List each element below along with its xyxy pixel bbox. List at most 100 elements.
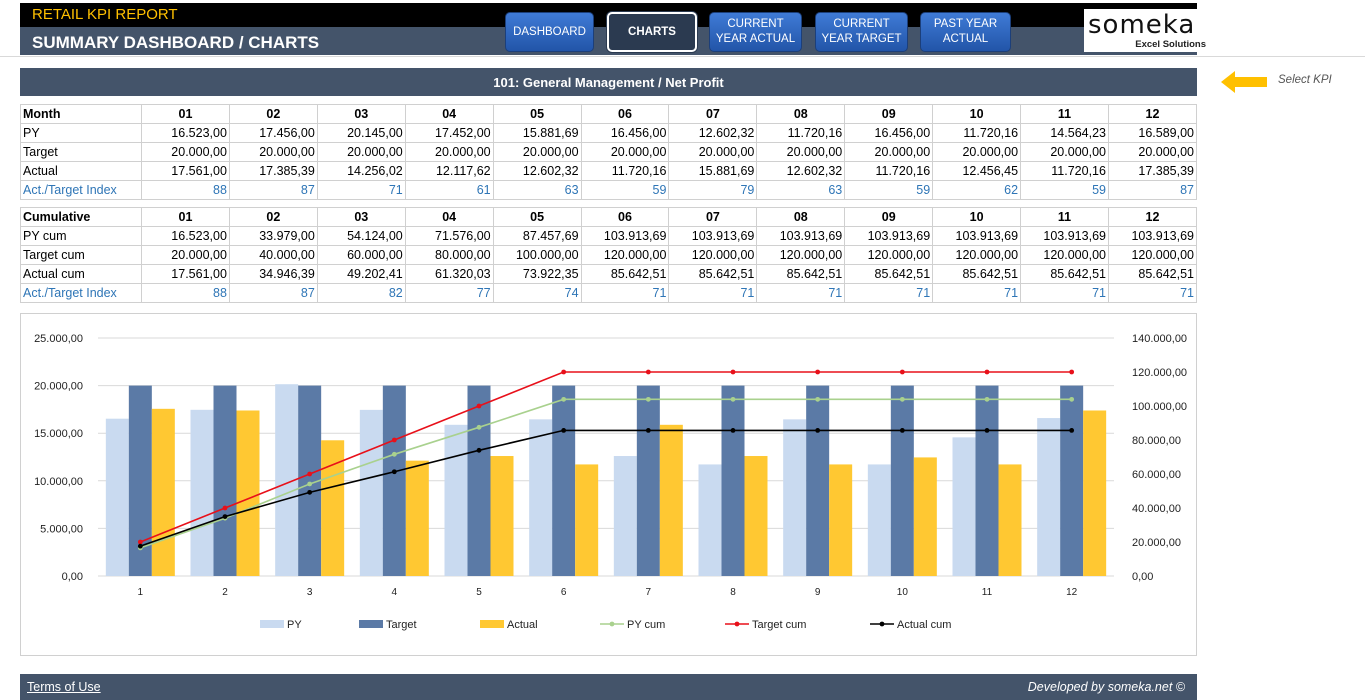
point-target-cum — [899, 369, 905, 375]
value-cell: 59 — [1020, 180, 1109, 200]
month-header-cell: 04 — [404, 207, 494, 227]
value-cell: 120.000,00 — [756, 245, 846, 265]
month-header-cell: 07 — [668, 207, 758, 227]
bar-actual — [321, 440, 345, 576]
value-cell: 79 — [668, 180, 758, 200]
value-cell: 80.000,00 — [404, 245, 494, 265]
legend-swatch — [480, 620, 504, 628]
value-cell: 87 — [1107, 180, 1198, 200]
month-header-cell: 04 — [404, 104, 494, 124]
someka-logo[interactable]: someka Excel Solutions — [1084, 9, 1210, 52]
bar-py — [275, 384, 299, 576]
value-cell: 15.881,69 — [492, 123, 582, 143]
value-cell: 71 — [844, 283, 934, 303]
point-target-cum — [561, 369, 567, 375]
footer-bar: Terms of Use Developed by someka.net © — [20, 674, 1197, 700]
point-target-cum — [984, 369, 990, 375]
value-cell: 17.385,39 — [228, 161, 318, 181]
terms-of-use-link[interactable]: Terms of Use — [27, 680, 101, 694]
value-cell: 16.456,00 — [844, 123, 934, 143]
table-header-label: Cumulative — [20, 207, 142, 227]
nav-current-year-actual-button[interactable]: CURRENT YEAR ACTUAL — [709, 12, 802, 52]
y-left-tick-label: 10.000,00 — [34, 476, 83, 488]
value-cell: 71 — [1107, 283, 1198, 303]
point-py-cum — [307, 481, 313, 487]
value-cell: 103.913,69 — [668, 226, 758, 246]
value-cell: 88 — [141, 283, 230, 303]
legend-label: PY — [287, 619, 302, 631]
value-cell: 20.000,00 — [1020, 142, 1109, 162]
value-cell: 11.720,16 — [844, 161, 934, 181]
bar-actual — [913, 457, 937, 576]
bar-target — [806, 385, 830, 576]
value-cell: 11.720,16 — [1020, 161, 1109, 181]
y-right-tick-label: 20.000,00 — [1132, 537, 1181, 549]
page-title: SUMMARY DASHBOARD / CHARTS — [32, 33, 320, 52]
value-cell: 16.456,00 — [580, 123, 670, 143]
month-header-cell: 05 — [492, 104, 582, 124]
bar-target — [1060, 385, 1084, 576]
bar-actual — [490, 456, 514, 576]
value-cell: 12.602,32 — [492, 161, 582, 181]
x-tick-label: 8 — [730, 587, 736, 598]
value-cell: 20.000,00 — [580, 142, 670, 162]
value-cell: 120.000,00 — [580, 245, 670, 265]
bar-target — [128, 385, 152, 576]
y-right-tick-label: 40.000,00 — [1132, 503, 1181, 515]
value-cell: 12.456,45 — [932, 161, 1022, 181]
logo-brand: someka — [1088, 10, 1196, 40]
nav-dashboard-button[interactable]: DASHBOARD — [505, 12, 594, 52]
point-target-cum — [730, 369, 736, 375]
nav-current-year-target-button[interactable]: CURRENT YEAR TARGET — [815, 12, 908, 52]
value-cell: 85.642,51 — [932, 264, 1022, 284]
value-cell: 62 — [932, 180, 1022, 200]
legend-label: Actual cum — [897, 619, 951, 631]
bar-target — [552, 385, 576, 576]
value-cell: 85.642,51 — [1020, 264, 1109, 284]
value-cell: 103.913,69 — [580, 226, 670, 246]
month-header-cell: 01 — [141, 104, 230, 124]
value-cell: 100.000,00 — [492, 245, 582, 265]
table-row: Target 20.000,00 20.000,00 20.000,00 20.000,… — [20, 142, 1198, 162]
row-label: Act./Target Index — [20, 283, 142, 303]
bar-py — [105, 418, 129, 576]
select-kpi-arrow-icon — [1221, 71, 1267, 93]
point-actual-cum — [899, 428, 905, 433]
y-left-tick-label: 0,00 — [62, 571, 83, 583]
value-cell: 71 — [1020, 283, 1109, 303]
month-header-cell: 09 — [844, 104, 934, 124]
point-target-cum — [815, 369, 821, 375]
bar-py — [867, 464, 891, 576]
point-actual-cum — [730, 428, 736, 433]
app-title: RETAIL KPI REPORT — [32, 6, 178, 23]
point-actual-cum — [307, 489, 313, 495]
nav-past-year-actual-button[interactable]: PAST YEAR ACTUAL — [920, 12, 1011, 52]
bar-actual — [575, 464, 599, 576]
value-cell: 40.000,00 — [228, 245, 318, 265]
table-row: Target cum 20.000,00 40.000,00 60.000,00 80.… — [20, 245, 1198, 265]
value-cell: 34.946,39 — [228, 264, 318, 284]
nav-charts-button[interactable]: CHARTS — [607, 12, 697, 52]
bar-py — [1037, 418, 1061, 576]
bar-py — [190, 409, 214, 576]
bar-py — [444, 424, 468, 576]
value-cell: 71 — [580, 283, 670, 303]
value-cell: 20.000,00 — [141, 142, 230, 162]
x-tick-label: 7 — [646, 587, 652, 598]
value-cell: 11.720,16 — [932, 123, 1022, 143]
value-cell: 63 — [756, 180, 846, 200]
y-right-tick-label: 0,00 — [1132, 571, 1153, 583]
point-py-cum — [1069, 396, 1075, 402]
y-left-tick-label: 15.000,00 — [34, 428, 83, 440]
value-cell: 103.913,69 — [932, 226, 1022, 246]
value-cell: 16.523,00 — [141, 123, 230, 143]
value-cell: 85.642,51 — [756, 264, 846, 284]
legend-label: Target — [386, 619, 417, 631]
value-cell: 103.913,69 — [1020, 226, 1109, 246]
value-cell: 33.979,00 — [228, 226, 318, 246]
value-cell: 20.000,00 — [932, 142, 1022, 162]
row-label: Target cum — [20, 245, 142, 265]
value-cell: 120.000,00 — [668, 245, 758, 265]
row-label: Target — [20, 142, 142, 162]
point-target-cum — [307, 471, 313, 477]
